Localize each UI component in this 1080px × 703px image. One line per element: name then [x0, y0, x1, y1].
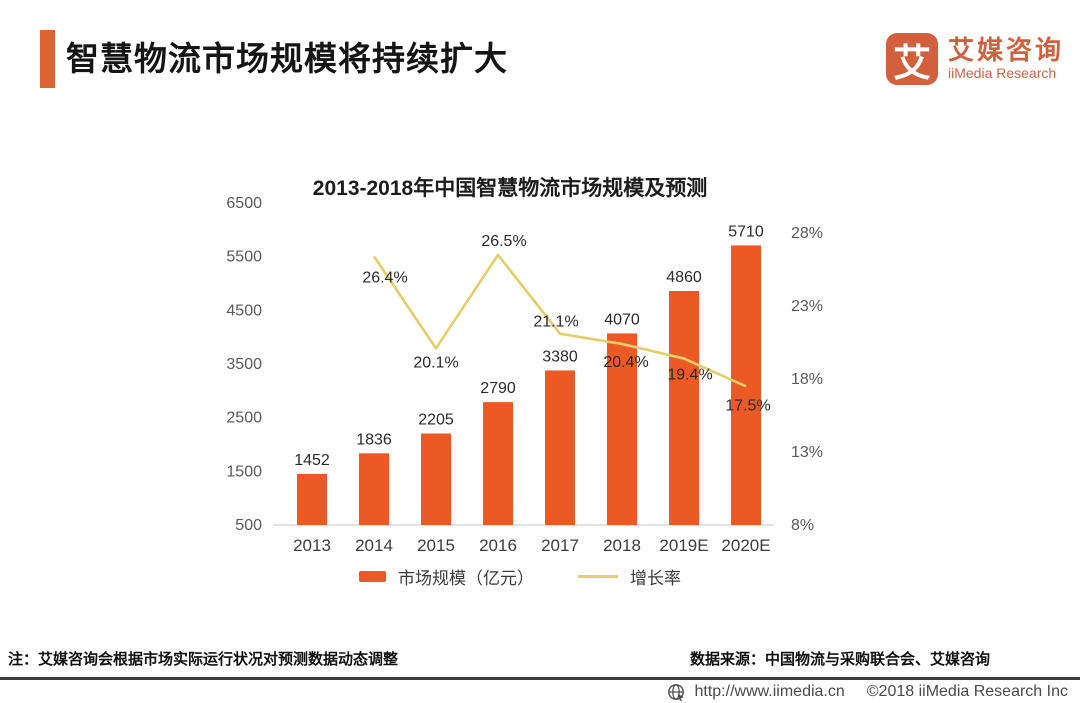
left-axis-tick: 2500: [226, 410, 262, 427]
bar-2014: [359, 453, 389, 525]
growth-rate-line: [372, 253, 747, 388]
bar-2016: [483, 402, 513, 525]
bar-2017: [545, 370, 575, 525]
logo-text: 艾媒咨询 iiMedia Research: [948, 33, 1064, 82]
bar-value-label: 2790: [480, 380, 516, 397]
x-axis-label: 2018: [603, 536, 641, 555]
globe-icon: [668, 683, 685, 701]
growth-rate-label: 21.1%: [533, 314, 578, 331]
right-axis-tick: 28%: [791, 225, 823, 242]
right-axis-tick: 8%: [791, 517, 814, 534]
right-axis-tick: 13%: [791, 444, 823, 461]
line-series-swatch-icon: [578, 575, 618, 578]
x-axis-label: 2020E: [721, 536, 770, 555]
growth-rate-label: 19.4%: [667, 367, 712, 384]
x-axis-label: 2014: [355, 536, 393, 555]
right-axis-tick: 18%: [791, 371, 823, 388]
logo-name-cn: 艾媒咨询: [948, 35, 1065, 65]
chart-legend: 市场规模（亿元） 增长率: [260, 564, 780, 589]
x-axis-label: 2017: [541, 536, 579, 555]
growth-rate-label: 26.5%: [481, 233, 526, 250]
left-axis-tick: 6500: [226, 195, 262, 212]
left-axis-tick: 1500: [226, 463, 262, 480]
bar-value-label: 4860: [666, 269, 702, 286]
growth-rate-label: 26.4%: [362, 269, 407, 286]
bar-2015: [421, 433, 451, 525]
bar-value-label: 1836: [356, 431, 392, 448]
footer: http://www.iimedia.cn ©2018 iiMedia Rese…: [667, 682, 1068, 702]
footer-copyright: ©2018 iiMedia Research Inc: [866, 683, 1068, 700]
bar-2018: [607, 333, 637, 525]
logo-icon: 艾: [886, 33, 938, 85]
bar-2013: [297, 473, 327, 525]
left-axis-tick: 500: [235, 517, 262, 534]
bar-value-label: 4070: [604, 311, 640, 328]
bar-series-swatch-icon: [359, 571, 386, 582]
x-axis-label: 2015: [417, 536, 455, 555]
left-axis-tick: 4500: [226, 302, 262, 319]
right-axis-tick: 23%: [791, 298, 823, 315]
growth-rate-label: 20.4%: [603, 354, 648, 371]
x-axis-label: 2016: [479, 536, 517, 555]
bar-value-label: 1452: [294, 452, 330, 469]
bar-series-label: 市场规模（亿元）: [398, 569, 534, 588]
title-accent-bar: [40, 30, 55, 88]
page-title: 智慧物流市场规模将持续扩大: [66, 40, 508, 77]
growth-rate-label: 17.5%: [725, 397, 770, 414]
chart-title: 2013-2018年中国智慧物流市场规模及预测: [312, 177, 708, 200]
line-series-label: 增长率: [630, 569, 681, 588]
bar-value-label: 2205: [418, 411, 454, 428]
growth-rate-label: 20.1%: [413, 354, 458, 371]
bar-value-label: 3380: [542, 348, 578, 365]
bar-value-label: 5710: [728, 223, 764, 240]
x-axis-label: 2013: [293, 536, 331, 555]
combo-chart: 500 1500 2500 3500 4500 5500 6500 8% 13% 18% 23% 28…: [226, 195, 823, 555]
logo-name-en: iiMedia Research: [948, 65, 1057, 81]
left-axis-tick: 5500: [226, 249, 262, 266]
footer-url[interactable]: http://www.iimedia.cn: [694, 683, 845, 700]
bar-2019E: [669, 291, 699, 525]
left-axis-tick: 3500: [226, 356, 262, 373]
footer-divider: [0, 677, 1080, 680]
logo: 艾 艾媒咨询 iiMedia Research: [886, 33, 1064, 85]
footnote: 注：艾媒咨询会根据市场实际运行状况对预测数据动态调整: [8, 651, 399, 668]
x-axis-label: 2019E: [659, 536, 708, 555]
data-source: 数据来源：中国物流与采购联合会、艾媒咨询: [689, 651, 990, 668]
